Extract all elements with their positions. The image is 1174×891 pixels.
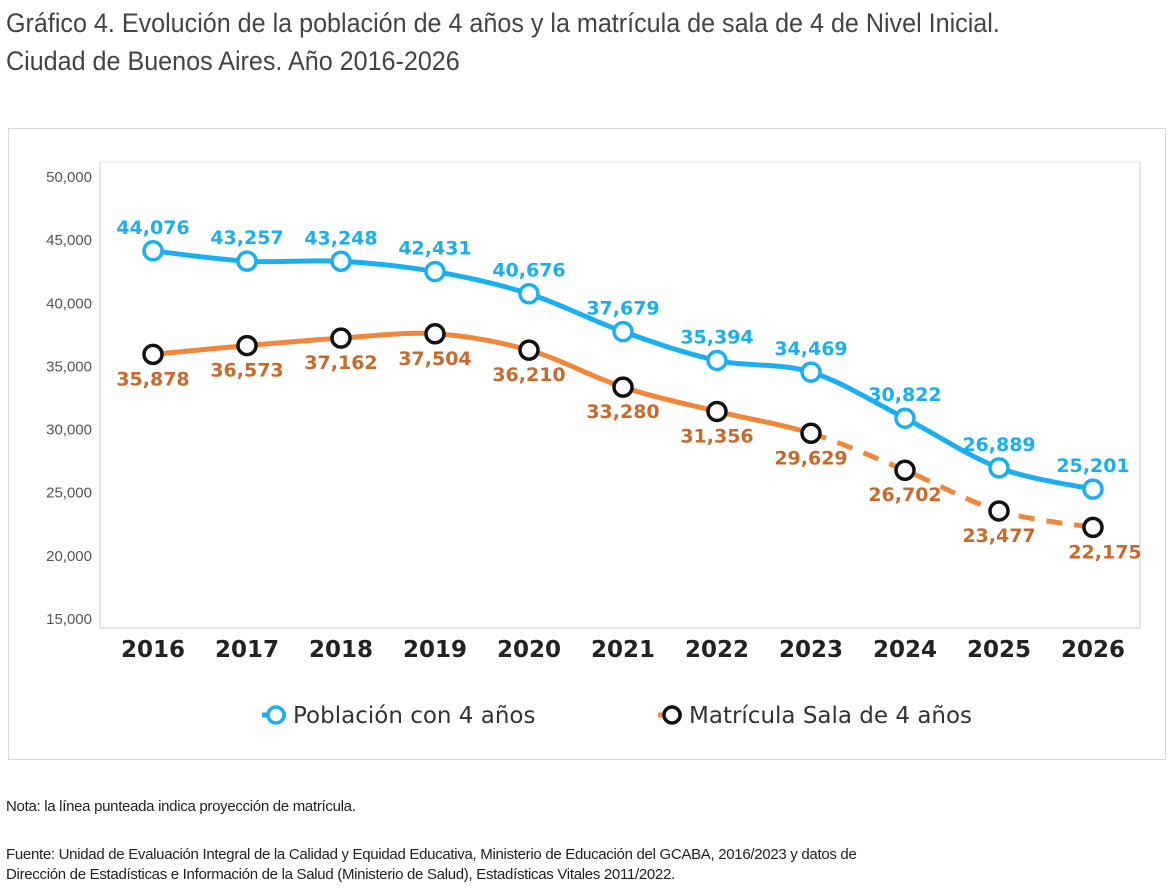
title-line-2: Ciudad de Buenos Aires. Año 2016-2026 [6,46,460,76]
chart-title: Gráfico 4. Evolución de la población de … [6,4,1000,80]
data-label: 29,629 [774,447,847,469]
data-point [800,361,822,383]
data-point [142,240,164,262]
data-point [142,343,164,366]
data-label: 26,889 [962,434,1035,456]
data-label: 36,573 [210,360,283,382]
x-tick-label: 2017 [215,637,279,663]
data-point [706,349,728,372]
data-label: 30,822 [868,384,941,406]
x-tick-label: 2018 [309,637,373,663]
y-tick-label: 45,000 [46,232,92,249]
data-point [236,250,258,272]
x-tick-label: 2024 [873,637,937,663]
data-point [236,334,258,357]
note-label: Nota: [6,798,41,815]
x-tick-label: 2021 [591,637,655,663]
y-tick-label: 35,000 [46,358,92,375]
data-point [894,407,916,429]
note: Nota: la línea punteada indica proyecció… [6,798,356,815]
series-line-actual [152,330,812,436]
data-label: 37,162 [304,352,377,374]
data-label: 25,201 [1056,455,1129,477]
data-point [424,323,446,345]
chart-frame [8,128,1166,760]
source: Fuente: Unidad de Evaluación Integral de… [6,845,857,885]
x-tick-label: 2026 [1061,637,1125,663]
source-line-1: Unidad de Evaluación Integral de la Cali… [54,846,857,863]
data-label: 31,356 [680,425,753,447]
title-line-1: Gráfico 4. Evolución de la población de … [6,8,1000,38]
data-point [800,422,822,445]
data-label: 44,076 [116,217,189,239]
y-tick-label: 20,000 [46,548,92,565]
y-tick-label: 40,000 [46,295,92,312]
legend-marker [266,705,286,725]
source-line-2: Dirección de Estadísticas e Información … [6,866,675,883]
y-tick-label: 15,000 [46,611,92,628]
y-tick-label: 30,000 [46,422,92,439]
y-tick-label: 50,000 [46,169,92,186]
x-tick-label: 2022 [685,637,749,663]
data-point [518,339,540,361]
data-label: 43,248 [304,227,377,249]
data-point [1082,516,1104,539]
data-point [706,400,728,423]
data-point [894,459,916,481]
data-point [612,320,634,343]
legend-label: Matrícula Sala de 4 años [689,703,972,729]
data-point [988,457,1010,479]
y-tick-label: 25,000 [46,485,92,502]
data-point [1082,478,1104,500]
series-line [152,248,1094,492]
data-label: 40,676 [492,260,565,282]
series-line-projected [810,430,1094,530]
data-label: 23,477 [962,525,1035,547]
data-label: 37,679 [586,298,659,320]
data-point [330,250,352,273]
legend-marker [662,705,682,725]
data-label: 33,280 [586,401,659,423]
x-tick-label: 2020 [497,637,561,663]
x-tick-label: 2016 [121,637,185,663]
data-label: 36,210 [492,364,565,386]
legend-label: Población con 4 años [293,703,535,729]
data-label: 43,257 [210,227,283,249]
data-point [518,282,540,305]
data-label: 34,469 [774,338,847,360]
data-point [330,327,352,349]
data-label: 26,702 [868,484,941,506]
data-label: 35,878 [116,368,189,390]
data-label: 37,504 [398,348,471,370]
data-point [424,260,446,283]
data-label: 42,431 [398,238,471,260]
x-tick-label: 2023 [779,637,843,663]
note-text: la línea punteada indica proyección de m… [40,798,356,815]
data-label: 22,175 [1068,541,1141,563]
data-point [988,500,1010,522]
data-label: 35,394 [680,326,753,348]
x-tick-label: 2019 [403,637,467,663]
data-point [612,376,634,398]
source-label: Fuente: [6,846,55,863]
x-tick-label: 2025 [967,637,1031,663]
